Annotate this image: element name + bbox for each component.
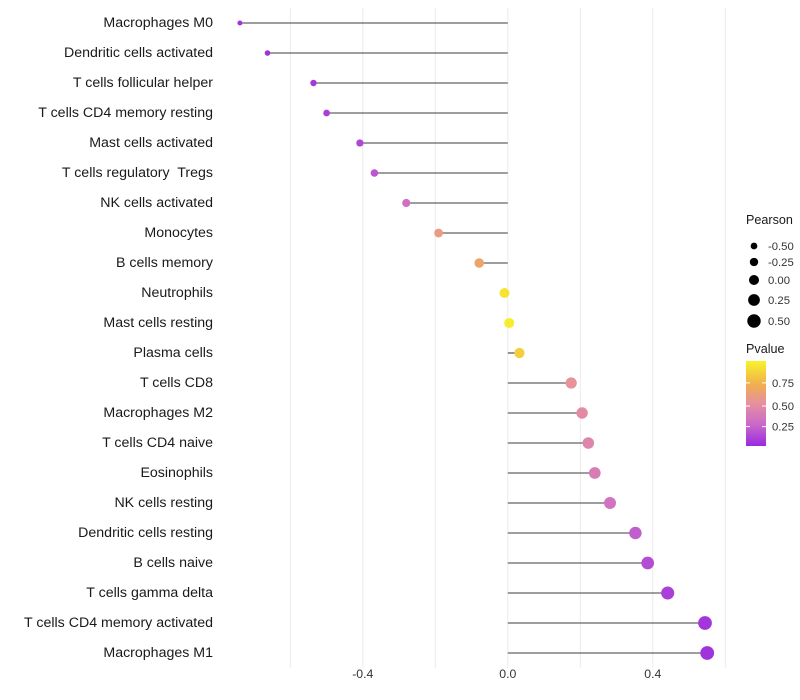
svg-text:Pearson: Pearson bbox=[746, 213, 793, 227]
svg-text:-0.50: -0.50 bbox=[768, 241, 794, 253]
svg-text:Dendritic cells resting: Dendritic cells resting bbox=[78, 525, 213, 541]
svg-text:NK cells activated: NK cells activated bbox=[100, 195, 213, 211]
svg-text:T cells CD8: T cells CD8 bbox=[140, 375, 213, 391]
svg-text:B cells memory: B cells memory bbox=[116, 255, 214, 271]
svg-text:Dendritic cells activated: Dendritic cells activated bbox=[64, 45, 213, 61]
svg-text:0.25: 0.25 bbox=[772, 422, 794, 434]
svg-text:Eosinophils: Eosinophils bbox=[140, 465, 213, 481]
svg-text:T cells gamma delta: T cells gamma delta bbox=[86, 585, 213, 601]
svg-text:T cells CD4 memory resting: T cells CD4 memory resting bbox=[38, 105, 213, 121]
svg-text:-0.25: -0.25 bbox=[768, 257, 794, 269]
svg-text:0.25: 0.25 bbox=[768, 295, 790, 307]
svg-text:0.50: 0.50 bbox=[772, 401, 794, 413]
svg-text:T cells follicular helper: T cells follicular helper bbox=[73, 75, 213, 91]
svg-text:B cells naive: B cells naive bbox=[133, 555, 213, 571]
svg-text:Pvalue: Pvalue bbox=[746, 342, 785, 356]
svg-text:Macrophages M1: Macrophages M1 bbox=[103, 645, 213, 661]
svg-text:Mast cells activated: Mast cells activated bbox=[89, 135, 213, 151]
svg-text:Mast cells resting: Mast cells resting bbox=[103, 315, 213, 331]
svg-text:NK cells resting: NK cells resting bbox=[114, 495, 213, 511]
svg-text:Plasma cells: Plasma cells bbox=[133, 345, 213, 361]
svg-text:Neutrophils: Neutrophils bbox=[141, 285, 213, 301]
svg-text:T cells regulatory Tregs: T cells regulatory Tregs bbox=[62, 165, 213, 181]
svg-text:Macrophages M2: Macrophages M2 bbox=[103, 405, 213, 421]
svg-text:0.4: 0.4 bbox=[644, 667, 661, 681]
svg-text:T cells CD4 naive: T cells CD4 naive bbox=[102, 435, 213, 451]
svg-text:Monocytes: Monocytes bbox=[144, 225, 213, 241]
svg-text:0.0: 0.0 bbox=[499, 667, 516, 681]
svg-text:0.50: 0.50 bbox=[768, 316, 790, 328]
svg-text:0.00: 0.00 bbox=[768, 275, 790, 287]
svg-text:-0.4: -0.4 bbox=[352, 667, 373, 681]
svg-text:0.75: 0.75 bbox=[772, 378, 794, 390]
svg-text:T cells CD4 memory activated: T cells CD4 memory activated bbox=[24, 615, 213, 631]
svg-text:Macrophages M0: Macrophages M0 bbox=[103, 15, 213, 31]
